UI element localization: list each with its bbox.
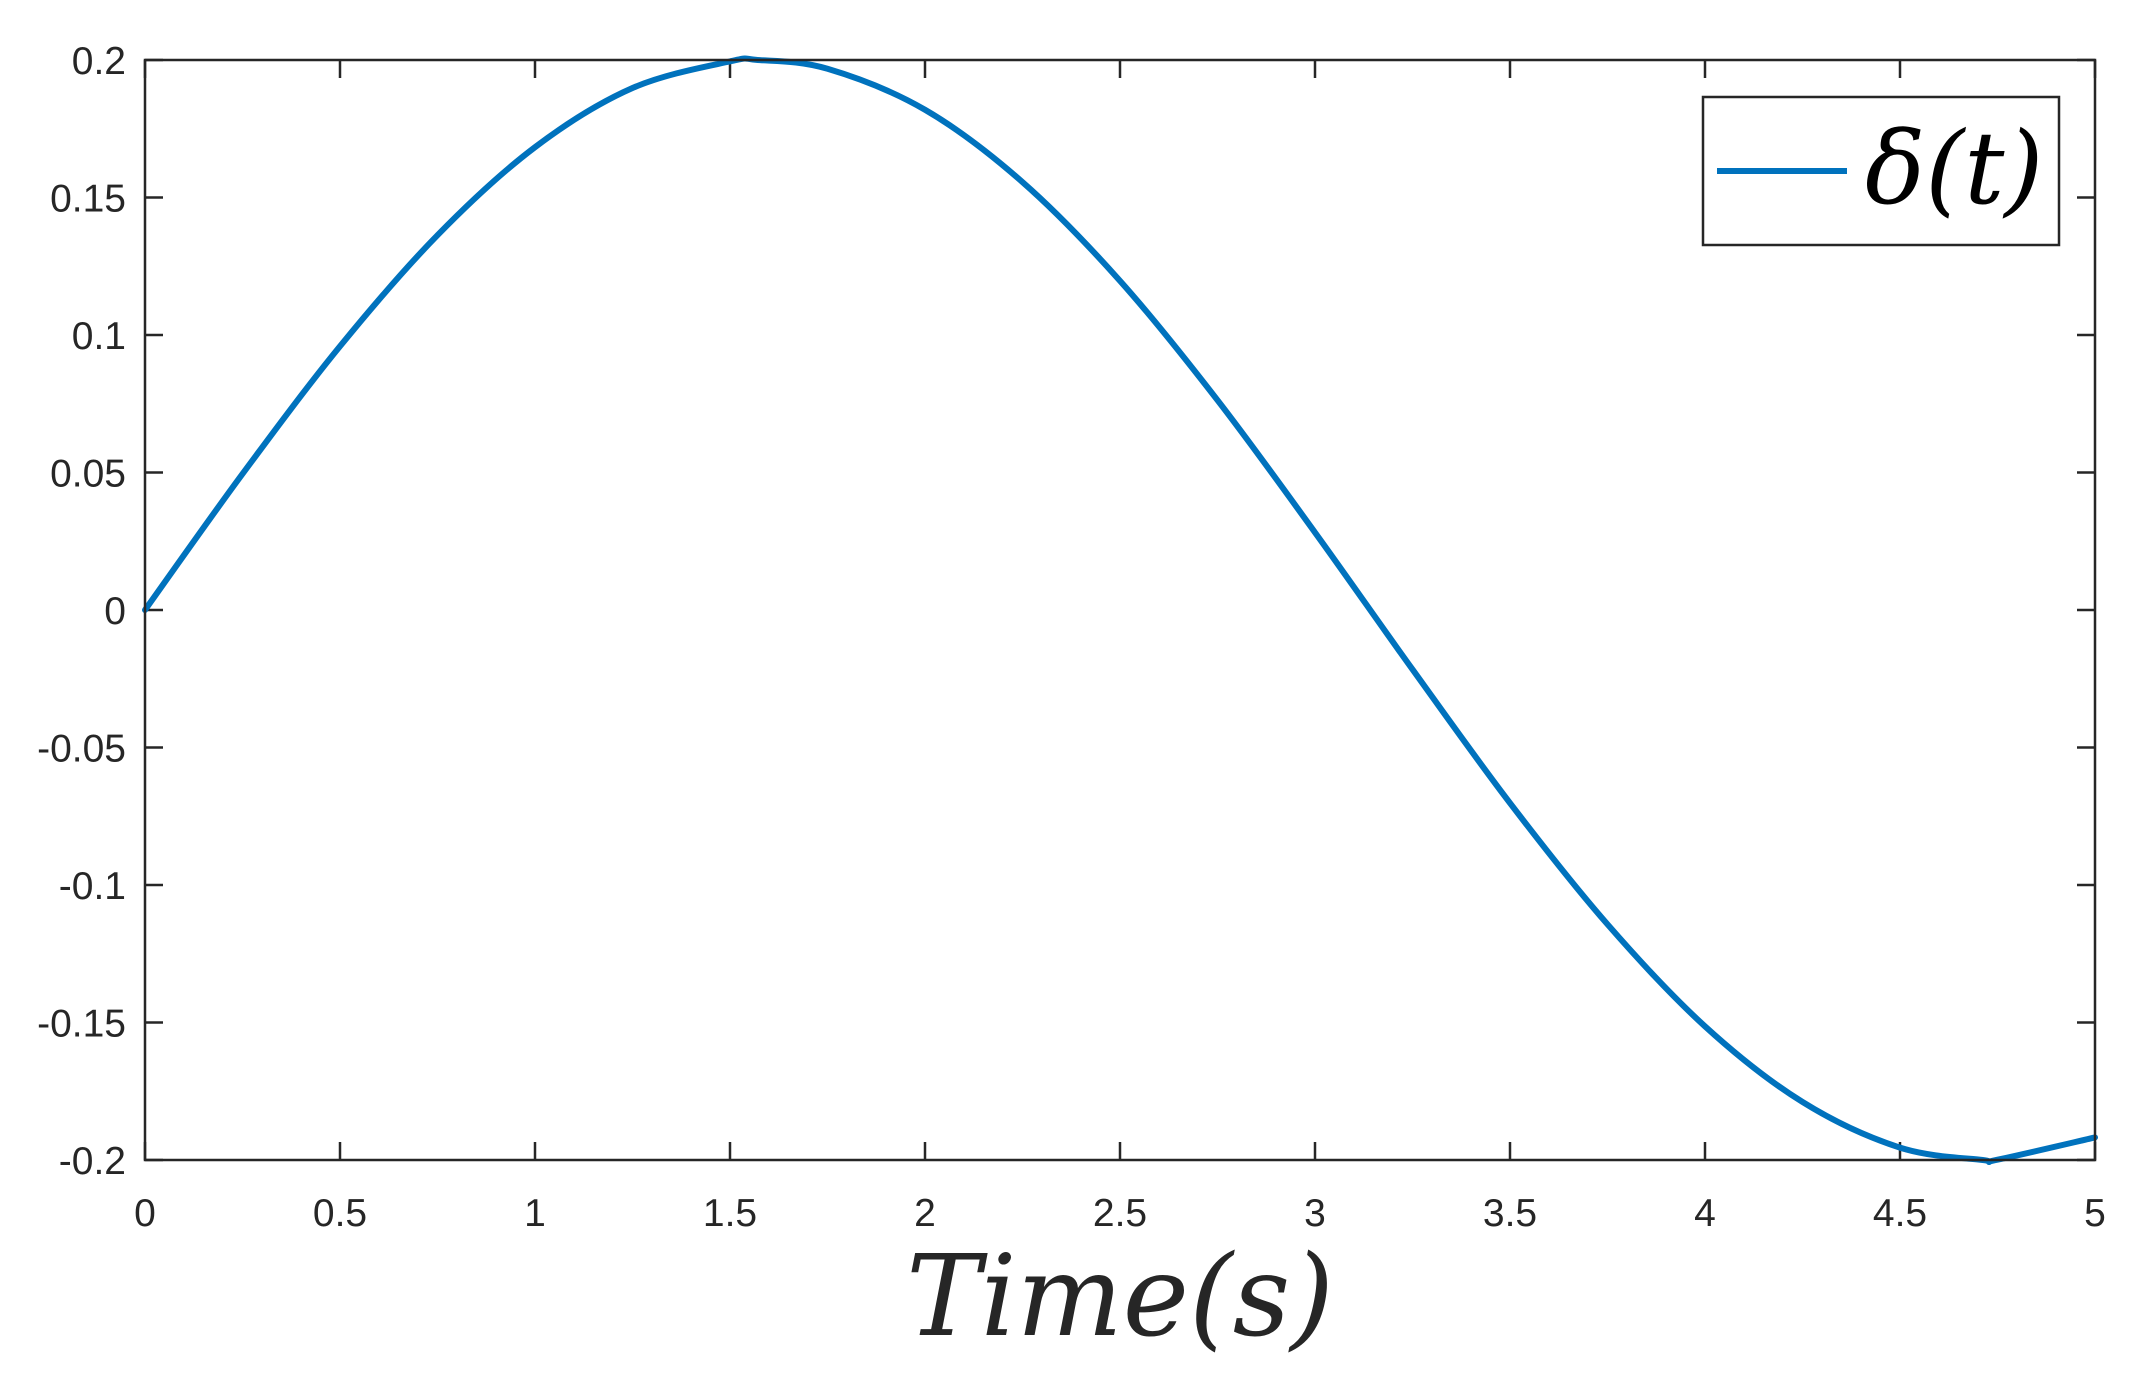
y-tick-label: 0.15 [50, 178, 126, 221]
x-tick-label: 0.5 [313, 1192, 367, 1235]
y-tick-label: -0.2 [59, 1140, 126, 1183]
series-line-delta [142, 55, 2098, 1166]
y-tick-label: -0.1 [59, 865, 126, 908]
x-tick-label: 5 [2084, 1192, 2106, 1235]
x-axis-label: Time(s) [906, 1232, 1334, 1362]
series-layer [142, 55, 2098, 1166]
plot-area-frame [143, 58, 2097, 1162]
x-tick-label: 0 [134, 1192, 156, 1235]
y-tick-label: 0 [104, 590, 126, 633]
y-tick-label: 0.1 [72, 315, 126, 358]
y-tick-label: -0.15 [37, 1003, 126, 1046]
x-tick-labels: 0 0.5 1 1.5 2 2.5 3 3.5 4 4.5 5 [134, 1192, 2106, 1235]
y-tick-label: 0.05 [50, 453, 126, 496]
y-tick-label: -0.05 [37, 728, 126, 771]
x-tick-label: 3.5 [1483, 1192, 1537, 1235]
x-tick-label: 2 [914, 1192, 936, 1235]
x-tick-label: 1 [524, 1192, 546, 1235]
legend: δ(t) [1701, 95, 2061, 247]
x-tick-label: 4.5 [1873, 1192, 1927, 1235]
x-tick-label: 4 [1694, 1192, 1716, 1235]
y-tick-labels: 0.2 0.15 0.1 0.05 0 -0.05 -0.1 -0.15 -0.2 [37, 40, 126, 1183]
legend-label: δ(t) [1865, 110, 2043, 227]
x-tick-label: 1.5 [703, 1192, 757, 1235]
x-tick-label: 2.5 [1093, 1192, 1147, 1235]
x-tick-label: 3 [1304, 1192, 1326, 1235]
y-tick-label: 0.2 [72, 40, 126, 83]
